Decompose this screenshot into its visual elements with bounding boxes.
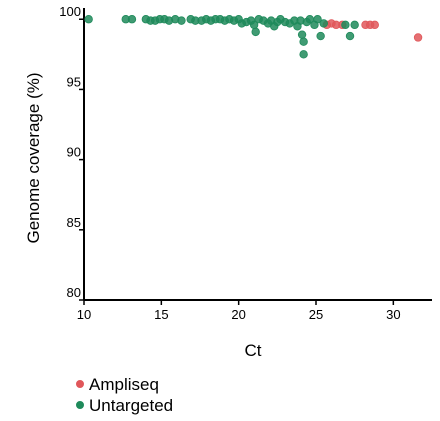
point-untargeted bbox=[297, 30, 307, 39]
point-untargeted bbox=[127, 15, 137, 24]
y-tick-label: 90 bbox=[67, 145, 81, 160]
y-tick-label: 80 bbox=[67, 285, 81, 300]
x-tick-label: 10 bbox=[77, 307, 91, 322]
legend-marker-untargeted bbox=[76, 401, 84, 409]
y-tick-label: 85 bbox=[67, 215, 81, 230]
x-tick-label: 15 bbox=[154, 307, 168, 322]
legend: Ampliseq Untargeted bbox=[76, 375, 173, 415]
point-untargeted bbox=[299, 37, 308, 46]
x-tick-label: 20 bbox=[231, 307, 245, 322]
point-untargeted bbox=[350, 20, 359, 30]
point-untargeted bbox=[299, 50, 308, 59]
point-untargeted bbox=[341, 20, 350, 30]
point-untargeted bbox=[316, 31, 325, 41]
x-tick-label: 25 bbox=[309, 307, 323, 322]
point-untargeted bbox=[313, 15, 322, 24]
data-points bbox=[84, 15, 423, 59]
legend-label-ampliseq: Ampliseq bbox=[89, 375, 159, 394]
x-axis-title: Ct bbox=[245, 341, 262, 360]
point-untargeted bbox=[177, 16, 186, 25]
point-untargeted bbox=[319, 19, 328, 28]
point-ampliseq bbox=[413, 33, 423, 42]
y-axis-title: Genome coverage (%) bbox=[24, 72, 43, 243]
y-tick-label: 95 bbox=[67, 74, 81, 89]
legend-label-untargeted: Untargeted bbox=[89, 396, 173, 415]
point-untargeted bbox=[84, 15, 93, 24]
axes: 10 15 20 25 30 80 85 90 95 100 bbox=[59, 4, 432, 322]
point-ampliseq bbox=[370, 20, 379, 30]
point-untargeted bbox=[251, 27, 260, 37]
y-tick-label: 100 bbox=[59, 4, 81, 19]
point-untargeted bbox=[345, 31, 355, 41]
legend-marker-ampliseq bbox=[76, 380, 84, 388]
x-tick-label: 30 bbox=[386, 307, 400, 322]
